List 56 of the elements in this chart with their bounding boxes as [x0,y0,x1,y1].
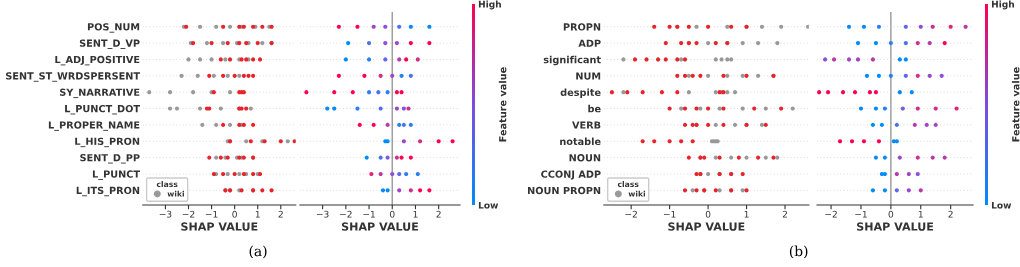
y-tick-label: NOUN PROPN [528,186,601,195]
text: (a) [249,245,267,259]
x-tick-label: −1 [363,210,375,218]
x-tick-label: 0 [705,210,711,218]
x-axis-title: SHAP VALUE [341,222,418,231]
y-tick-label: SY_NARRATIVE [60,88,140,99]
y-tick-label: NOUN [569,154,601,162]
x-tick-label: −1 [663,210,676,218]
text: Low [991,201,1012,209]
x-tick-label: 1 [918,210,923,218]
y-tick-label: PROPN [563,23,601,31]
x-axis-title: SHAP VALUE [181,222,258,231]
text: High [478,0,501,10]
y-tick-label: L_ITS_PRON [76,186,140,197]
x-tick-label: −3 [159,210,172,218]
y-tick-label: POS_NUM [87,23,140,33]
y-tick-label: SENT_D_VP [79,39,140,49]
y-tick-label: notable [560,137,601,146]
x-tick-label: −1 [205,210,218,218]
x-tick-label: −2 [182,210,195,218]
x-tick-label: 2 [948,210,953,218]
y-tick-label: L_HIS_PRON [75,137,140,148]
text: High [991,0,1014,10]
y-tick-label: L_ADJ_POSITIVE [55,55,140,66]
y-tick-label: SENT_D_PP [80,154,140,164]
x-axis-title: SHAP VALUE [857,222,934,231]
x-tick-label: 2 [782,210,787,218]
x-axis-title: SHAP VALUE [668,222,745,231]
text: Low [478,201,499,209]
x-tick-label: 1 [744,210,749,218]
x-tick-label: 1 [255,210,260,218]
y-tick-label: ADP [578,39,601,47]
color-bar-title: Feature value [1011,67,1020,142]
color-bar-title: Feature value [498,67,507,142]
y-tick-label: despite [560,88,601,98]
x-tick-label: 0 [389,210,395,218]
y-tick-label: L_PUNCT_DOT [65,104,140,115]
y-tick-label: significant [543,55,601,66]
x-tick-label: −1 [855,210,867,218]
y-tick-label: be [588,104,601,113]
y-tick-label: L_PROPER_NAME [48,121,140,131]
x-tick-label: 2 [436,210,441,218]
x-tick-label: −2 [625,210,637,218]
x-tick-label: 0 [888,210,894,218]
text: (b) [789,245,808,259]
y-tick-label: NUM [576,72,601,80]
x-tick-label: 2 [278,210,283,218]
y-tick-label: SENT_ST_WRDSPERSENT [6,72,140,82]
x-tick-label: 0 [232,210,237,218]
x-tick-label: −3 [316,210,329,218]
x-tick-label: 1 [413,210,418,218]
x-tick-label: −2 [825,210,837,218]
y-tick-label: L_PUNCT [92,170,140,180]
y-tick-label: VERB [572,121,601,129]
y-tick-label: CCONJ ADP [541,170,601,180]
x-tick-label: −2 [340,210,352,218]
